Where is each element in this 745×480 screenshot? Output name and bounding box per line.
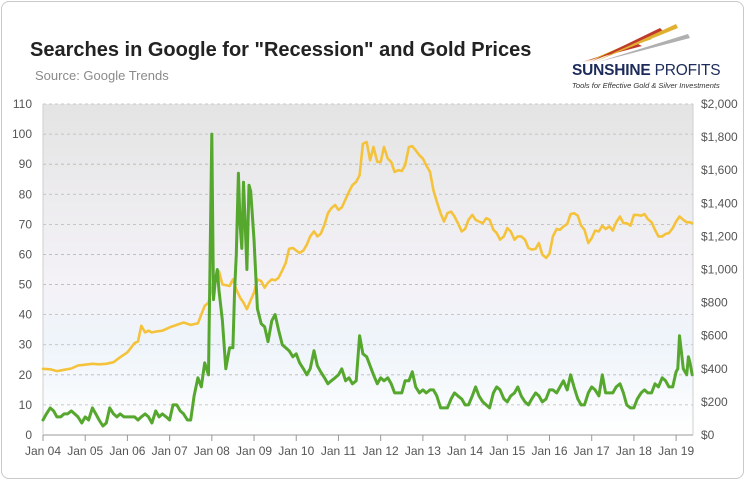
x-tick-label-0: Jan 04 [25, 444, 61, 458]
plot-area [43, 104, 693, 435]
x-tick-label-8: Jan 12 [363, 444, 399, 458]
right-axis-ticks: $0 $200 $400 $600 $800 $1,000 $1,200 $1,400 $1,6… [701, 97, 738, 442]
x-tick-label-2: Jan 06 [109, 444, 145, 458]
chart-source: Source: Google Trends [35, 68, 169, 83]
recession-searches-line [41, 132, 694, 428]
x-tick-label-10: Jan 14 [447, 444, 483, 458]
right-tick-label-6: $1,200 [701, 229, 738, 243]
x-tick-label-7: Jan 11 [321, 444, 356, 458]
left-tick-label-9: 90 [19, 157, 33, 171]
x-tick-label-11: Jan 15 [489, 444, 525, 458]
right-tick-label-3: $600 [701, 329, 728, 343]
right-tick-label-1: $200 [701, 395, 728, 409]
logo-name-light: PROFITS [654, 62, 721, 79]
left-tick-label-6: 60 [19, 247, 33, 261]
right-tick-label-5: $1,000 [701, 263, 738, 277]
x-tick-label-3: Jan 07 [152, 444, 188, 458]
right-tick-label-2: $400 [701, 362, 728, 376]
x-tick-label-14: Jan 18 [616, 444, 652, 458]
left-tick-label-3: 30 [19, 338, 33, 352]
sun-rays-icon [582, 24, 690, 62]
x-tick-label-5: Jan 09 [236, 444, 272, 458]
x-tick-label-9: Jan 13 [405, 444, 441, 458]
series-lines [41, 132, 694, 428]
axes [42, 104, 694, 436]
right-tick-label-4: $800 [701, 296, 728, 310]
right-tick-label-8: $1,600 [701, 163, 738, 177]
x-tick-label-1: Jan 05 [67, 444, 103, 458]
sunshine-profits-logo: SUNSHINE PROFITS Tools for Effective Gol… [568, 22, 738, 102]
logo-name-bold: SUNSHINE [572, 62, 651, 79]
chart-title: Searches in Google for "Recession" and G… [30, 39, 532, 61]
right-tick-label-9: $1,800 [701, 130, 738, 144]
x-tick-label-12: Jan 16 [531, 444, 567, 458]
right-tick-label-10: $2,000 [701, 97, 738, 111]
left-tick-label-2: 20 [19, 368, 33, 382]
left-tick-label-11: 110 [13, 97, 32, 111]
x-axis-ticks: Jan 04 Jan 05 Jan 06 Jan 07 Jan 08 Jan 09 Jan … [25, 435, 694, 458]
left-tick-label-4: 40 [19, 308, 33, 322]
left-tick-label-0: 0 [25, 428, 32, 442]
logo-name: SUNSHINE PROFITS [572, 62, 721, 80]
left-tick-label-8: 80 [19, 187, 33, 201]
x-tick-label-13: Jan 17 [574, 444, 610, 458]
logo-tagline: Tools for Effective Gold & Silver Invest… [572, 81, 720, 90]
left-tick-label-5: 50 [19, 278, 33, 292]
left-tick-label-7: 70 [19, 217, 33, 231]
left-axis-ticks: 0 10 20 30 40 50 60 70 80 90 100 110 [12, 97, 32, 442]
right-tick-label-0: $0 [701, 428, 715, 442]
x-tick-label-6: Jan 10 [278, 444, 314, 458]
right-tick-label-7: $1,400 [701, 196, 738, 210]
x-tick-label-15: Jan 19 [658, 444, 694, 458]
left-tick-label-10: 100 [12, 127, 32, 141]
x-tick-label-4: Jan 08 [194, 444, 230, 458]
left-tick-label-1: 10 [19, 398, 33, 412]
